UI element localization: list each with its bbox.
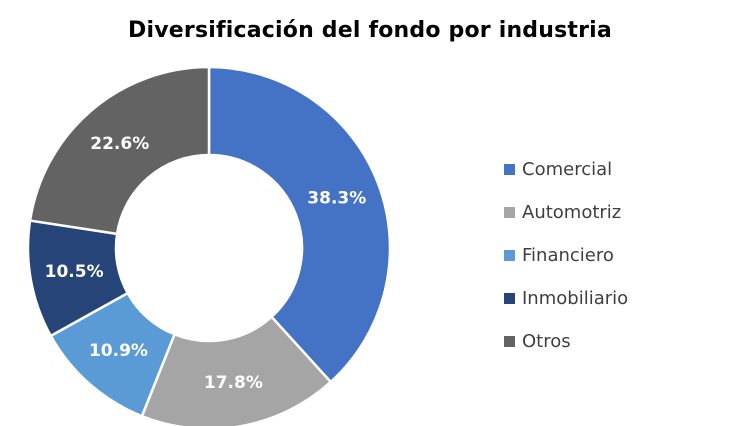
slice-otros	[28, 65, 211, 236]
legend-swatch	[504, 250, 515, 261]
legend: Comercial Automotriz Financiero Inmobiliari…	[504, 148, 628, 363]
slice-labels-group: 38.3% 17.8% 10.9% 10.5% 22.6%	[45, 134, 367, 393]
legend-label: Automotriz	[522, 202, 622, 223]
slice-label-inmobiliario: 10.5%	[45, 262, 104, 282]
legend-swatch	[504, 336, 515, 347]
legend-item-comercial: Comercial	[504, 148, 628, 191]
legend-swatch	[504, 207, 515, 218]
slices-group	[26, 65, 392, 426]
legend-label: Inmobiliario	[522, 288, 629, 309]
slice-label-automotriz: 17.8%	[204, 373, 263, 393]
slice-label-financiero: 10.9%	[89, 341, 148, 361]
legend-label: Financiero	[522, 245, 614, 266]
legend-label: Comercial	[522, 159, 613, 180]
slice-automotriz	[140, 315, 332, 426]
chart-title: Diversificación del fondo por industria	[128, 18, 612, 43]
legend-item-otros: Otros	[504, 320, 628, 363]
slice-label-comercial: 38.3%	[307, 189, 366, 209]
legend-swatch	[504, 164, 515, 175]
slice-label-otros: 22.6%	[90, 134, 149, 154]
legend-item-inmobiliario: Inmobiliario	[504, 277, 628, 320]
legend-label: Otros	[522, 331, 571, 352]
slice-comercial	[207, 65, 392, 384]
legend-swatch	[504, 293, 515, 304]
legend-item-automotriz: Automotriz	[504, 191, 628, 234]
legend-item-financiero: Financiero	[504, 234, 628, 277]
